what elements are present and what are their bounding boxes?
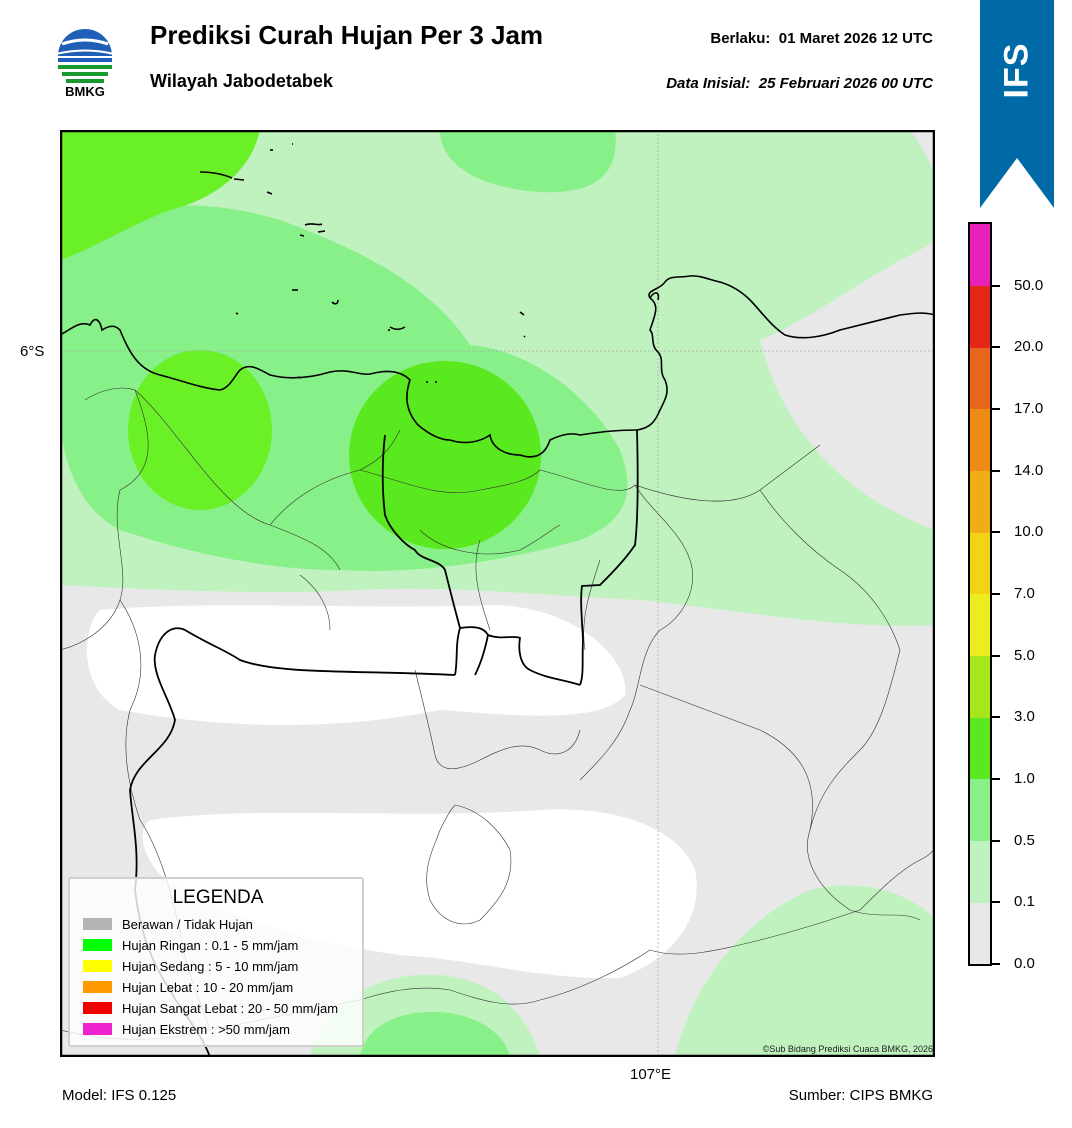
valid-time-text: Berlaku: 01 Maret 2026 12 UTC <box>560 30 933 47</box>
colorbar-tick <box>992 284 1000 287</box>
colorbar-label: 0.5 <box>1014 831 1035 849</box>
colorbar-label: 17.0 <box>1014 400 1044 417</box>
model-ribbon <box>980 0 1054 208</box>
legend-swatch <box>83 918 112 930</box>
legend-label: Hujan Ringan : 0.1 - 5 mm/jam <box>122 937 299 953</box>
legend-item: Hujan Ekstrem : >50 mm/jam <box>83 1020 290 1038</box>
colorbar-segment <box>970 285 990 348</box>
legend-label: Hujan Sedang : 5 - 10 mm/jam <box>122 958 299 974</box>
colorbar-tick <box>992 346 1000 349</box>
colorbar-label: 20.0 <box>1014 338 1044 356</box>
moderate-light-rain-cap <box>440 132 616 193</box>
colorbar-segment <box>970 717 990 780</box>
colorbar-segment <box>970 594 990 656</box>
colorbar-label: 14.0 <box>1014 461 1044 479</box>
colorbar-label: 0.1 <box>1014 893 1035 911</box>
legend-item: Berawan / Tidak Hujan <box>83 915 253 933</box>
legend-label: Berawan / Tidak Hujan <box>122 916 253 932</box>
legend-label: Hujan Lebat : 10 - 20 mm/jam <box>122 979 294 995</box>
colorbar-segment <box>970 655 990 718</box>
thousand-islands <box>199 143 526 383</box>
colorbar-tick <box>992 531 1000 534</box>
colorbar <box>968 222 992 966</box>
colorbar-segment <box>970 470 990 533</box>
legend-item: Hujan Ringan : 0.1 - 5 mm/jam <box>83 936 298 954</box>
legend-box: LEGENDA Berawan / Tidak Hujan Hujan Ring… <box>68 877 364 1047</box>
coastline <box>62 275 933 458</box>
clear-area-north <box>86 605 626 725</box>
logo-text: BMKG <box>65 84 105 99</box>
legend-swatch <box>83 981 112 993</box>
colorbar-segment <box>970 779 990 841</box>
legend-label: Hujan Sangat Lebat : 20 - 50 mm/jam <box>122 1000 339 1016</box>
map-subtitle: Wilayah Jabodetabek <box>150 71 333 91</box>
colorbar-label: 7.0 <box>1014 585 1035 602</box>
init-label: Data Inisial: <box>666 75 751 92</box>
rain-core-northwest <box>62 132 260 260</box>
lon-label-107e: 107°E <box>630 1066 672 1083</box>
colorbar-tick <box>992 469 1000 472</box>
legend-label: Hujan Ekstrem : >50 mm/jam <box>122 1021 290 1037</box>
clear-area-south <box>142 809 697 979</box>
colorbar-label: 1.0 <box>1014 770 1035 787</box>
light-rain-southeast <box>675 885 933 1055</box>
colorbar-segment <box>970 902 990 965</box>
copyright-text: ©Sub Bidang Prediksi Cuaca BMKG, 2026 <box>762 1044 933 1054</box>
colorbar-segment <box>970 840 990 903</box>
colorbar-segment <box>970 532 990 595</box>
legend-swatch <box>83 939 112 951</box>
light-rain-south-core <box>360 1011 510 1055</box>
colorbar-label: 0.0 <box>1014 955 1035 972</box>
colorbar-tick <box>992 408 1000 410</box>
map-frame <box>60 130 935 1057</box>
bmkg-logo-icon <box>55 29 115 83</box>
rain-core-center <box>349 361 541 549</box>
source-text: Sumber: CIPS BMKG <box>788 1087 933 1104</box>
rain-core-west <box>128 350 272 510</box>
legend-swatch <box>83 1002 112 1014</box>
colorbar-tick <box>992 778 1000 780</box>
init-time-text: Data Inisial: 25 Februari 2026 00 UTC <box>560 75 933 92</box>
colorbar-tick <box>992 839 1000 842</box>
ribbon-label: IFS <box>997 42 1036 98</box>
colorbar-tick <box>992 716 1000 719</box>
colorbar-tick <box>992 654 1000 657</box>
colorbar-segment <box>970 347 990 410</box>
colorbar-label: 10.0 <box>1014 523 1044 541</box>
colorbar-label: 5.0 <box>1014 646 1035 664</box>
colorbar-segment <box>970 409 990 471</box>
lat-label-6s: 6°S <box>20 343 45 360</box>
valid-label: Berlaku: <box>710 30 771 47</box>
legend-item: Hujan Sedang : 5 - 10 mm/jam <box>83 957 298 975</box>
legend-swatch <box>83 1023 112 1035</box>
legend-title: LEGENDA <box>172 887 264 908</box>
colorbar-label: 3.0 <box>1014 708 1035 726</box>
legend-item: Hujan Lebat : 10 - 20 mm/jam <box>83 978 293 996</box>
model-text: Model: IFS 0.125 <box>62 1087 177 1104</box>
map-title: Prediksi Curah Hujan Per 3 Jam <box>150 20 544 50</box>
colorbar-tick <box>992 901 1000 904</box>
valid-time: 01 Maret 2026 12 UTC <box>778 30 933 47</box>
colorbar-label: 50.0 <box>1014 276 1044 294</box>
init-time: 25 Februari 2026 00 UTC <box>758 75 933 92</box>
legend-swatch <box>83 960 112 972</box>
colorbar-segment <box>970 224 990 286</box>
ribbon-label-box: IFS <box>980 30 1054 110</box>
legend-item: Hujan Sangat Lebat : 20 - 50 mm/jam <box>83 999 338 1017</box>
colorbar-tick <box>992 593 1000 595</box>
colorbar-tick <box>992 963 1000 965</box>
rainfall-map <box>60 130 935 1057</box>
